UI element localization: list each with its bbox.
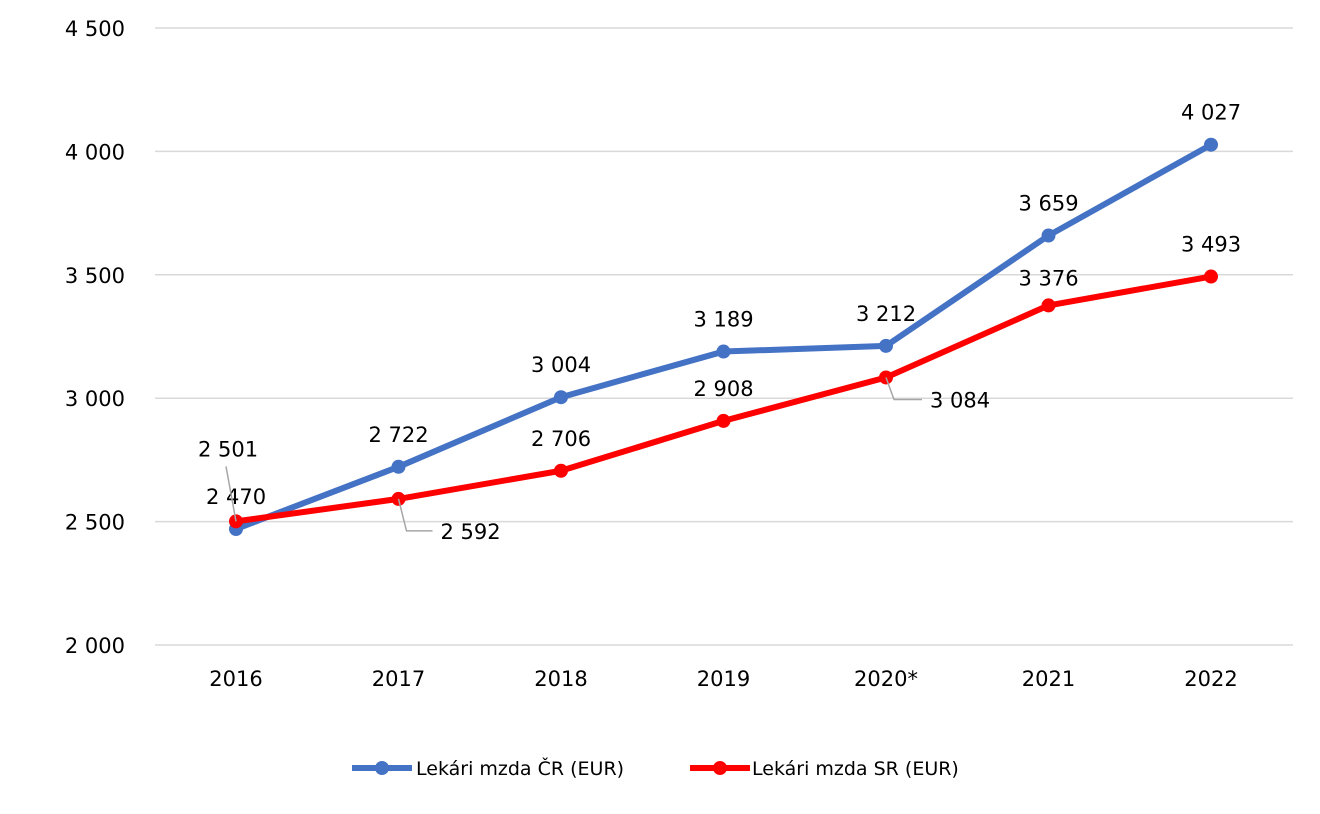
legend-label: Lekári mzda ČR (EUR) — [416, 756, 624, 780]
x-tick-label: 2018 — [534, 667, 587, 691]
data-label: 2 501 — [198, 437, 258, 461]
x-tick-label: 2016 — [209, 667, 262, 691]
leader-line — [225, 466, 237, 522]
data-point — [716, 344, 731, 359]
data-label: 2 592 — [440, 520, 500, 544]
legend: Lekári mzda ČR (EUR) Lekári mzda SR (EUR) — [352, 756, 959, 780]
data-point — [879, 338, 893, 353]
data-point — [1041, 228, 1056, 243]
data-point — [554, 390, 568, 405]
x-tick-label: 2020* — [854, 667, 918, 691]
data-point — [1204, 137, 1218, 152]
gridlines — [155, 27, 1293, 646]
data-point — [1041, 298, 1056, 313]
y-tick-label: 4 500 — [65, 17, 125, 41]
leader-line — [885, 377, 922, 401]
legend-swatch-marker — [375, 761, 389, 775]
data-point — [391, 459, 406, 474]
x-axis: 2016 2017 2018 2019 2020* 2021 2022 — [209, 667, 1237, 691]
leader-line — [397, 498, 433, 532]
data-label: 2 706 — [531, 427, 591, 451]
y-tick-label: 2 000 — [65, 634, 125, 658]
data-label: 3 004 — [531, 353, 591, 377]
y-tick-label: 4 000 — [65, 140, 125, 164]
legend-swatch-marker — [713, 761, 727, 775]
data-point — [1204, 269, 1218, 284]
data-labels: 2 470 2 722 3 004 3 189 3 212 3 659 4 027 2 501… — [198, 101, 1241, 544]
y-axis: 2 000 2 500 3 000 3 500 4 000 4 500 — [65, 17, 125, 658]
data-label: 2 470 — [206, 485, 266, 509]
data-label: 3 212 — [856, 302, 916, 326]
data-label: 3 376 — [1018, 266, 1078, 290]
data-label: 3 493 — [1181, 233, 1241, 257]
y-tick-label: 3 000 — [65, 387, 125, 411]
x-tick-label: 2017 — [372, 667, 425, 691]
y-tick-label: 3 500 — [65, 264, 125, 288]
data-label: 2 908 — [693, 377, 753, 401]
data-label: 3 084 — [930, 388, 990, 412]
data-label: 4 027 — [1181, 101, 1241, 125]
x-tick-label: 2022 — [1184, 667, 1237, 691]
data-label: 2 722 — [368, 423, 428, 447]
data-point — [716, 413, 731, 428]
data-point — [554, 463, 568, 478]
data-label: 3 659 — [1018, 192, 1078, 216]
data-label: 3 189 — [693, 308, 753, 332]
y-tick-label: 2 500 — [65, 511, 125, 535]
legend-label: Lekári mzda SR (EUR) — [752, 758, 959, 780]
x-tick-label: 2019 — [697, 667, 750, 691]
x-tick-label: 2021 — [1022, 667, 1075, 691]
